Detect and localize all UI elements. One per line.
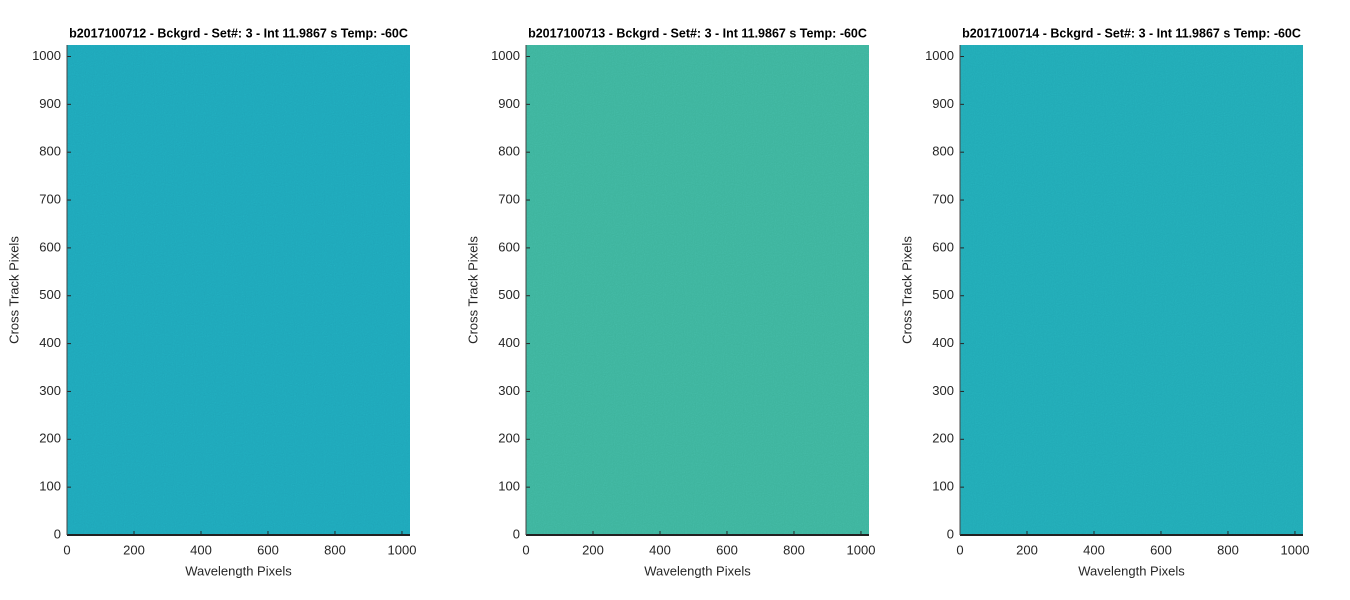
- x-tick-label: 0: [522, 542, 529, 557]
- y-tick-label: 900: [39, 96, 61, 111]
- x-tick-label: 1000: [847, 542, 876, 557]
- y-tick-label: 400: [932, 335, 954, 350]
- x-tick-label: 800: [783, 542, 805, 557]
- y-tick-label: 500: [498, 287, 520, 302]
- y-tick-label: 400: [39, 335, 61, 350]
- x-tick-label: 600: [1150, 542, 1172, 557]
- y-tick-label: 800: [932, 144, 954, 159]
- x-tick-label: 200: [123, 542, 145, 557]
- chart-title: b2017100712 - Bckgrd - Set#: 3 - Int 11.…: [69, 26, 408, 40]
- chart-title: b2017100714 - Bckgrd - Set#: 3 - Int 11.…: [962, 26, 1301, 40]
- y-axis-label: Cross Track Pixels: [465, 236, 480, 344]
- y-tick-label: 1000: [491, 48, 520, 63]
- y-tick-label: 600: [39, 239, 61, 254]
- y-tick-label: 300: [39, 383, 61, 398]
- y-tick-label: 300: [932, 383, 954, 398]
- y-axis-label: Cross Track Pixels: [6, 236, 21, 344]
- x-axis-label: Wavelength Pixels: [185, 563, 292, 578]
- x-tick-label: 200: [582, 542, 604, 557]
- x-tick-label: 400: [190, 542, 212, 557]
- y-tick-label: 200: [498, 431, 520, 446]
- y-axis-label: Cross Track Pixels: [899, 236, 914, 344]
- image-noise: [67, 45, 410, 535]
- y-tick-label: 1000: [32, 48, 61, 63]
- x-tick-label: 800: [1217, 542, 1239, 557]
- y-tick-label: 500: [39, 287, 61, 302]
- y-tick-label: 0: [513, 526, 520, 541]
- y-tick-label: 500: [932, 287, 954, 302]
- y-tick-label: 700: [498, 191, 520, 206]
- y-tick-label: 300: [498, 383, 520, 398]
- y-tick-label: 700: [39, 191, 61, 206]
- y-tick-label: 100: [932, 479, 954, 494]
- image-noise: [526, 45, 869, 535]
- y-tick-label: 900: [932, 96, 954, 111]
- x-tick-label: 200: [1016, 542, 1038, 557]
- image-noise: [960, 45, 1303, 535]
- y-tick-label: 700: [932, 191, 954, 206]
- x-tick-label: 0: [63, 542, 70, 557]
- y-tick-label: 800: [498, 144, 520, 159]
- y-tick-label: 0: [54, 526, 61, 541]
- x-tick-label: 1000: [388, 542, 417, 557]
- y-tick-label: 800: [39, 144, 61, 159]
- y-tick-label: 600: [498, 239, 520, 254]
- y-tick-label: 400: [498, 335, 520, 350]
- chart-title: b2017100713 - Bckgrd - Set#: 3 - Int 11.…: [528, 26, 867, 40]
- x-tick-label: 800: [324, 542, 346, 557]
- y-tick-label: 200: [932, 431, 954, 446]
- x-tick-label: 400: [649, 542, 671, 557]
- x-tick-label: 600: [716, 542, 738, 557]
- x-tick-label: 400: [1083, 542, 1105, 557]
- y-tick-label: 200: [39, 431, 61, 446]
- x-axis-label: Wavelength Pixels: [1078, 563, 1185, 578]
- y-tick-label: 100: [39, 479, 61, 494]
- x-axis-label: Wavelength Pixels: [644, 563, 751, 578]
- y-tick-label: 900: [498, 96, 520, 111]
- y-tick-label: 600: [932, 239, 954, 254]
- x-tick-label: 1000: [1281, 542, 1310, 557]
- y-tick-label: 100: [498, 479, 520, 494]
- x-tick-label: 600: [257, 542, 279, 557]
- x-tick-label: 0: [956, 542, 963, 557]
- y-tick-label: 0: [947, 526, 954, 541]
- y-tick-label: 1000: [925, 48, 954, 63]
